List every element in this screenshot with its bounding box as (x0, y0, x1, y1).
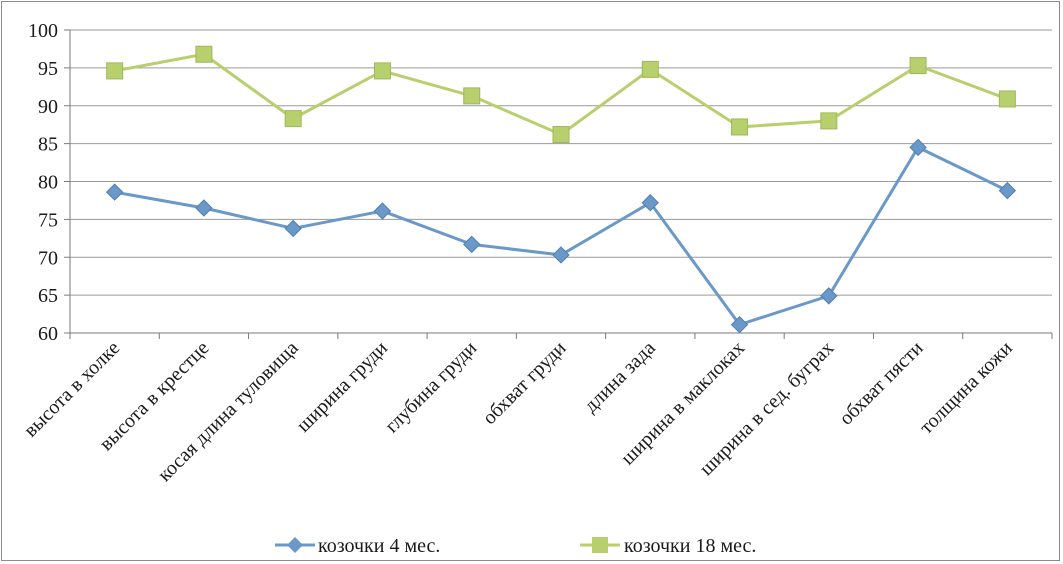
data-point-marker (552, 246, 570, 264)
legend-marker (592, 537, 608, 553)
y-axis-ticks: 60 65 70 75 80 85 90 95 100 (28, 20, 70, 345)
y-tick-label: 95 (38, 58, 58, 80)
y-tick-label: 70 (38, 247, 58, 269)
data-point-marker (463, 87, 481, 105)
axes (69, 30, 1052, 334)
data-point-marker (820, 287, 838, 305)
data-point-marker (552, 126, 570, 144)
x-tick-label: толщина кожи (915, 337, 1017, 439)
data-point-marker (909, 138, 927, 157)
data-point-marker (373, 202, 392, 220)
y-tick-label: 100 (28, 20, 58, 42)
series-group (105, 45, 1017, 334)
data-point-marker (284, 219, 302, 238)
data-point-marker (373, 62, 391, 80)
data-point-marker (820, 112, 838, 130)
y-tick-label: 80 (38, 172, 58, 194)
data-point-marker (105, 183, 124, 201)
y-tick-label: 90 (38, 96, 58, 118)
data-point-marker (641, 194, 659, 212)
y-tick-label: 85 (38, 134, 58, 156)
x-tick-label: обхват груди (478, 337, 570, 429)
data-point-marker (106, 62, 124, 80)
legend: козочки 4 мес. козочки 18 мес. (275, 535, 756, 557)
x-tick-label: ширина груди (292, 337, 392, 437)
data-point-marker (641, 60, 659, 78)
series-line-1 (114, 145, 1009, 327)
x-tick-label: обхват пясти (835, 337, 928, 430)
y-tick-label: 65 (38, 285, 58, 307)
series-line-2 (114, 52, 1008, 137)
data-point-marker (284, 110, 302, 128)
legend-label: козочки 4 мес. (318, 535, 440, 557)
data-point-marker (195, 45, 213, 63)
y-tick-label: 75 (38, 209, 58, 231)
data-point-marker (731, 118, 749, 136)
data-point-marker (195, 199, 213, 217)
data-point-marker (909, 57, 927, 75)
gridlines (70, 29, 1052, 296)
y-tick-label: 60 (38, 323, 58, 345)
legend-marker (287, 537, 303, 553)
x-tick-label: глубина груди (381, 337, 482, 438)
legend-label: козочки 18 мес. (624, 535, 756, 557)
data-point-marker (998, 181, 1017, 200)
data-point-marker (730, 315, 749, 334)
x-tick-label: длина зада (580, 337, 660, 417)
data-point-marker (998, 90, 1016, 108)
data-point-marker (463, 235, 481, 254)
